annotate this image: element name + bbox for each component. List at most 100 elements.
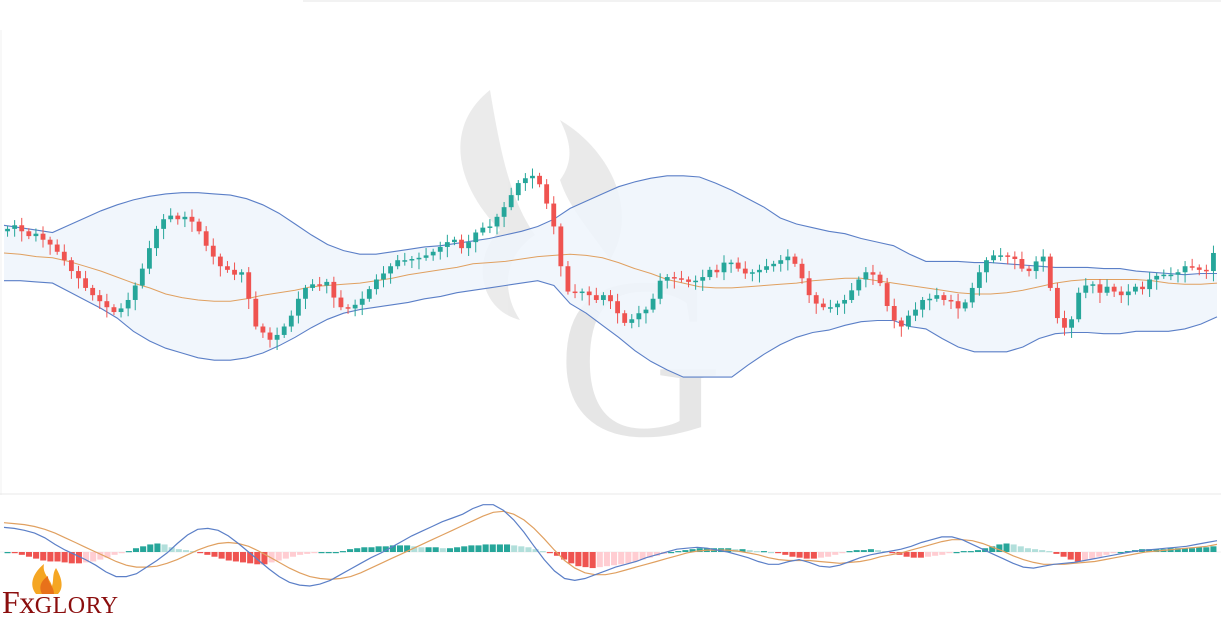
macd-histogram-bar (689, 549, 696, 552)
macd-histogram-bar (25, 552, 33, 557)
candle-body (416, 257, 422, 260)
candle (1211, 245, 1216, 282)
macd-histogram-bar (289, 552, 297, 557)
candle (352, 299, 358, 317)
candle-body (771, 263, 777, 267)
candle (955, 293, 961, 319)
candle (593, 287, 599, 303)
candle (686, 276, 691, 288)
candle (799, 258, 805, 284)
candle (196, 218, 202, 235)
candle-body (870, 272, 876, 275)
macd-histogram-bar (204, 552, 211, 555)
candle (742, 261, 748, 279)
macd-histogram-bar (90, 552, 97, 562)
candle (998, 248, 1004, 261)
candle-body (331, 281, 337, 298)
candle (856, 276, 862, 296)
candle (402, 252, 408, 266)
macd-histogram-bar (589, 552, 596, 569)
candle-body (579, 291, 585, 294)
macd-histogram-bar (1010, 544, 1017, 552)
candle (558, 223, 564, 277)
candle (1161, 269, 1167, 279)
candle (693, 275, 699, 290)
candle-body (558, 226, 564, 267)
candle (1189, 258, 1195, 271)
candle-body (1168, 274, 1174, 277)
candle-body (33, 233, 39, 237)
candle (579, 288, 585, 301)
candle (359, 291, 365, 316)
candle-body (544, 184, 550, 204)
candle-body (444, 242, 450, 247)
macd-histogram-bar (668, 552, 675, 554)
macd-histogram-bar (154, 543, 161, 552)
candle (416, 252, 422, 270)
macd-histogram-bar (68, 552, 75, 564)
macd-histogram-bar (411, 546, 418, 552)
candle (260, 323, 266, 338)
candle-body (253, 298, 259, 327)
flame-icon-inner (40, 576, 54, 594)
candle-body (693, 280, 699, 283)
macd-histogram-bar (653, 552, 660, 556)
candle-body (1097, 284, 1103, 293)
candle (1118, 286, 1124, 303)
macd-histogram-bar (1110, 552, 1117, 554)
macd-histogram-bar (375, 546, 382, 552)
candle-body (175, 215, 181, 220)
candle-body (118, 308, 124, 313)
candle-body (906, 315, 911, 327)
macd-histogram-bar (75, 552, 82, 564)
candle-body (473, 232, 479, 243)
candle (522, 173, 528, 191)
macd-histogram-bar (161, 544, 168, 552)
candle (90, 284, 96, 301)
candle (792, 253, 798, 267)
candle (863, 267, 869, 288)
macd-histogram-bar (496, 544, 503, 552)
candle (232, 262, 237, 281)
candle-body (551, 203, 557, 227)
candle-body (97, 295, 103, 302)
candle (111, 304, 117, 316)
macd-histogram-bar (768, 552, 775, 554)
candle (97, 289, 103, 310)
candle-body (1083, 285, 1089, 293)
candle (813, 292, 819, 314)
macd-histogram-bar (682, 550, 689, 552)
macd-histogram-bar (853, 550, 860, 552)
candle-body (1062, 318, 1067, 328)
candle (835, 300, 840, 316)
candle-body (842, 299, 847, 304)
candle (281, 323, 287, 338)
macd-histogram-bar (625, 552, 632, 564)
macd-histogram-bar (504, 544, 511, 552)
candle-body (757, 269, 762, 273)
candle (572, 284, 578, 299)
candle (1069, 316, 1074, 338)
macd-histogram-bar (1210, 546, 1217, 552)
candle (1182, 261, 1188, 283)
candle (203, 226, 209, 252)
candle (622, 310, 628, 326)
macd-histogram-bar (140, 546, 147, 552)
candle (317, 276, 323, 291)
candle-body (409, 259, 415, 261)
candle-body (47, 239, 53, 245)
candle-body (168, 215, 174, 220)
candle-body (154, 228, 159, 249)
candle-body (239, 272, 245, 275)
macd-histogram-bar (803, 552, 810, 559)
candle (473, 229, 479, 253)
candle-body (600, 295, 606, 300)
macd-histogram-bar (304, 552, 311, 554)
macd-histogram-bar (182, 550, 189, 552)
candle (615, 293, 621, 324)
candle-body (1054, 287, 1060, 319)
macd-histogram-bar (789, 552, 796, 557)
candle (1154, 272, 1160, 290)
candle-body (629, 319, 635, 323)
macd-histogram-bar (97, 552, 104, 560)
